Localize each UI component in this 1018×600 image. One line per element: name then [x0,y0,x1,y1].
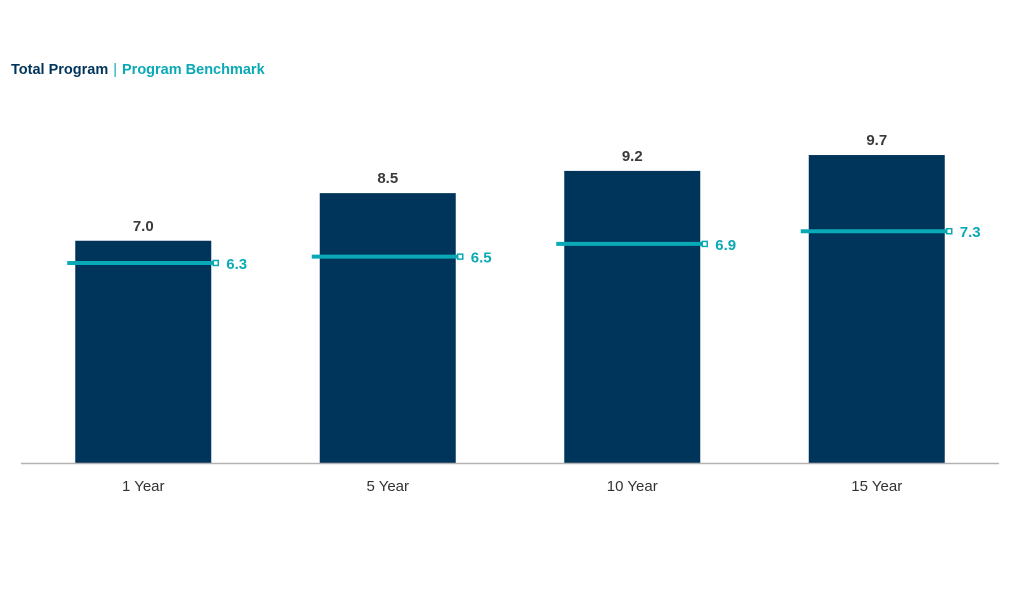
x-tick-label-2: 5 Year [366,478,409,495]
bar-2 [319,193,456,463]
bar-4 [808,155,945,463]
benchmark-marker-3 [701,240,708,248]
bar-label-2: 8.5 [377,170,398,187]
legend-total-program: Total Program [11,62,109,78]
x-tick-label-1: 1 Year [122,478,165,495]
benchmark-label-1: 6.3 [226,256,247,273]
x-tick-label-3: 10 Year [607,478,658,495]
bar-1 [75,240,212,463]
benchmark-marker-4 [946,227,953,235]
benchmark-label-4: 7.3 [960,224,981,241]
legend: Total Program | Program Benchmark [11,62,265,78]
legend-program-benchmark: Program Benchmark [122,62,265,78]
bar-label-1: 7.0 [133,218,154,235]
benchmark-marker-2 [457,253,464,260]
legend-separator: | [113,62,117,78]
bar-3 [564,170,701,463]
benchmark-label-2: 6.5 [471,250,492,267]
benchmark-label-3: 6.9 [715,237,736,254]
bar-label-3: 9.2 [622,148,643,165]
x-tick-label-4: 15 Year [851,478,902,495]
bar-label-4: 9.7 [866,132,887,149]
benchmark-marker-1 [212,259,219,267]
